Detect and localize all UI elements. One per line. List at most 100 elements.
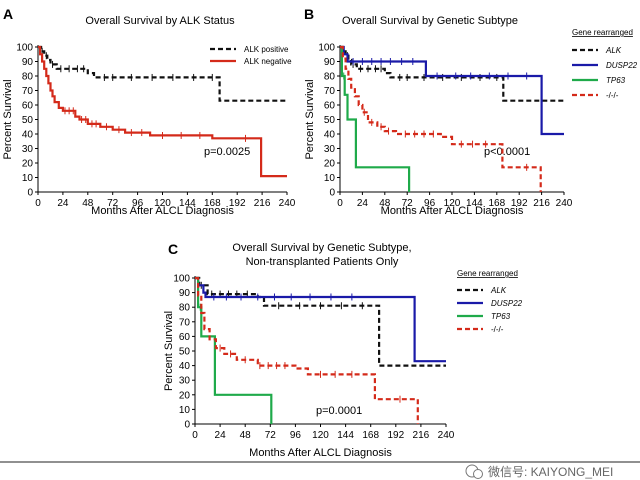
x-axis-label: Months After ALCL Diagnosis	[249, 447, 392, 459]
x-tick-label: 48	[82, 198, 94, 209]
legend-label-dusp22: DUSP22	[606, 61, 638, 70]
x-tick-label: 120	[312, 430, 329, 441]
series-dusp22	[195, 276, 446, 363]
legend: ALK positive ALK negative	[210, 45, 292, 66]
legend: Gene rearranged ALK DUSP22 TP63 -/-/-	[572, 28, 638, 100]
chart-title: Overall Survival by ALK Status	[85, 15, 235, 27]
panel-label: A	[3, 6, 13, 22]
y-tick-label: 100	[318, 43, 335, 54]
y-tick-label: 0	[27, 188, 33, 199]
y-tick-label: 30	[22, 144, 34, 155]
x-tick-label: 120	[154, 198, 171, 209]
p-value-annotation: p=0.0025	[204, 146, 250, 158]
x-tick-label: 168	[204, 198, 221, 209]
y-tick-label: 100	[173, 274, 190, 285]
x-tick-label: 144	[337, 430, 354, 441]
series-dusp22	[340, 45, 564, 136]
series-alk-negative	[38, 45, 287, 178]
y-tick-label: 40	[324, 130, 336, 141]
x-tick-label: 96	[132, 198, 144, 209]
legend-label-dusp22: DUSP22	[491, 299, 523, 308]
y-tick-label: 10	[179, 405, 191, 416]
survival-curve-alk	[195, 276, 446, 367]
chart-title: Overall Survival by Genetic Subtype	[342, 15, 518, 27]
y-axis-label: Percent Survival	[163, 311, 175, 391]
y-tick-label: 60	[22, 101, 34, 112]
legend: Gene rearranged ALK DUSP22 TP63 -/-/-	[457, 269, 523, 334]
y-tick-label: 40	[22, 130, 34, 141]
survival-curve-dusp22	[195, 276, 446, 363]
x-tick-label: 240	[556, 198, 573, 209]
watermark-text: 微信号: KAIYONG_MEI	[488, 465, 613, 479]
watermark: 微信号: KAIYONG_MEI	[465, 464, 613, 479]
x-tick-label: 0	[35, 198, 41, 209]
panel-label: C	[168, 241, 178, 257]
x-tick-label: 72	[107, 198, 119, 209]
y-tick-label: 90	[22, 57, 34, 68]
series-neg	[340, 45, 542, 192]
y-tick-label: 80	[22, 72, 34, 83]
y-tick-label: 20	[324, 159, 336, 170]
survival-curve-alk	[340, 45, 564, 102]
y-tick-label: 60	[324, 101, 336, 112]
x-tick-label: 144	[466, 198, 483, 209]
x-tick-label: 0	[192, 430, 198, 441]
y-tick-label: 20	[22, 159, 34, 170]
y-tick-label: 30	[179, 376, 191, 387]
y-tick-label: 70	[179, 317, 191, 328]
legend-label-neg: -/-/-	[491, 325, 504, 334]
legend-title: Gene rearranged	[572, 28, 633, 37]
y-tick-label: 50	[179, 347, 191, 358]
series-tp63	[195, 276, 273, 424]
chart-title: Overall Survival by Genetic Subtype,	[232, 242, 411, 254]
survival-curve-neg	[340, 45, 542, 192]
x-tick-label: 240	[279, 198, 296, 209]
x-tick-label: 216	[533, 198, 550, 209]
legend-label-alk-positive: ALK positive	[244, 45, 289, 54]
x-tick-label: 192	[229, 198, 246, 209]
panel-C: C Overall Survival by Genetic Subtype, Non…	[163, 241, 523, 459]
x-tick-label: 120	[444, 198, 461, 209]
legend-label-alk: ALK	[490, 286, 507, 295]
y-tick-label: 90	[324, 57, 336, 68]
panel-label: B	[304, 6, 314, 22]
legend-title: Gene rearranged	[457, 269, 518, 278]
y-tick-label: 60	[179, 332, 191, 343]
series-tp63	[340, 45, 411, 192]
legend-label-tp63: TP63	[491, 312, 511, 321]
wechat-icon-bubble	[473, 469, 483, 479]
y-tick-label: 70	[324, 86, 336, 97]
y-tick-label: 10	[324, 173, 336, 184]
y-axis-label: Percent Survival	[304, 79, 316, 159]
x-tick-label: 144	[179, 198, 196, 209]
x-tick-label: 24	[57, 198, 69, 209]
x-tick-label: 24	[357, 198, 369, 209]
survival-curve-tp63	[340, 45, 411, 192]
x-tick-label: 216	[413, 430, 430, 441]
p-value-annotation: p<0.0001	[484, 146, 530, 158]
series-alk	[340, 45, 564, 102]
series-alk	[195, 276, 446, 367]
y-tick-label: 80	[324, 72, 336, 83]
series-neg	[195, 276, 419, 424]
survival-curve-alk-positive	[38, 45, 287, 102]
y-tick-label: 10	[22, 173, 34, 184]
legend-label-neg: -/-/-	[606, 91, 619, 100]
x-axis-label: Months After ALCL Diagnosis	[91, 205, 234, 217]
x-tick-label: 192	[511, 198, 528, 209]
y-tick-label: 50	[324, 115, 336, 126]
panel-A: A Overall Survival by ALK Status 0 10 20 30 40…	[2, 6, 296, 217]
x-tick-label: 96	[290, 430, 302, 441]
y-tick-label: 70	[22, 86, 34, 97]
legend-label-alk: ALK	[605, 46, 622, 55]
x-tick-label: 48	[379, 198, 391, 209]
survival-curve-tp63	[195, 276, 273, 424]
x-tick-label: 48	[240, 430, 252, 441]
chart-subtitle: Non-transplanted Patients Only	[246, 256, 399, 268]
y-tick-label: 30	[324, 144, 336, 155]
panel-B: B Overall Survival by Genetic Subtype 0 10 2…	[304, 6, 638, 217]
survival-curve-alk-negative	[38, 45, 287, 178]
legend-label-tp63: TP63	[606, 76, 626, 85]
